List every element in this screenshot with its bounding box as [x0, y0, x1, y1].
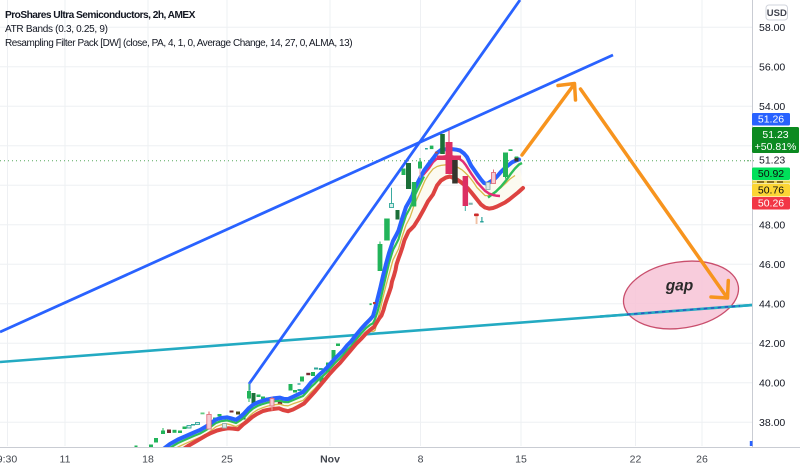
svg-text:42.00: 42.00: [759, 338, 785, 350]
svg-text:51.26: 51.26: [758, 114, 784, 126]
svg-text:44.00: 44.00: [759, 299, 785, 311]
svg-text:50.76: 50.76: [758, 185, 784, 197]
svg-text:58.00: 58.00: [759, 22, 785, 34]
svg-text:56.00: 56.00: [759, 62, 785, 74]
svg-text:18: 18: [142, 454, 154, 466]
svg-text:+50.81%: +50.81%: [755, 141, 797, 153]
svg-text:46.00: 46.00: [759, 259, 785, 271]
svg-text:51.23: 51.23: [762, 129, 788, 141]
svg-text:40.00: 40.00: [759, 378, 785, 390]
svg-text:15: 15: [515, 454, 527, 466]
svg-text:54.00: 54.00: [759, 101, 785, 113]
svg-text:gap: gap: [665, 278, 694, 295]
svg-text:38.00: 38.00: [759, 417, 785, 429]
svg-text:25: 25: [221, 454, 233, 466]
svg-text:50.26: 50.26: [758, 198, 784, 210]
svg-text:22: 22: [630, 454, 642, 466]
svg-text:51.23: 51.23: [759, 154, 785, 166]
svg-text:USD: USD: [767, 8, 787, 19]
svg-text:48.00: 48.00: [759, 220, 785, 232]
svg-text:26: 26: [696, 454, 708, 466]
svg-text:Nov: Nov: [320, 454, 340, 466]
svg-text:9:30: 9:30: [0, 454, 17, 466]
svg-text:11: 11: [60, 454, 71, 466]
svg-text:8: 8: [418, 454, 424, 466]
svg-text:50.92: 50.92: [758, 168, 784, 180]
